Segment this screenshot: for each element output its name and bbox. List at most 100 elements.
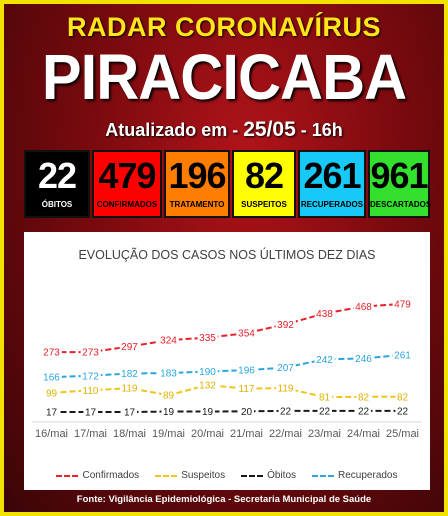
data-label: 297 <box>121 342 138 353</box>
data-label: 273 <box>82 348 99 359</box>
data-label: 17 <box>124 408 136 419</box>
top-title: RADAR CORONAVÍRUS <box>66 12 381 42</box>
data-label-bg <box>119 341 140 354</box>
data-label: 335 <box>199 333 216 344</box>
data-label-bg <box>44 407 59 420</box>
stat-obitos: 22 ÓBITOS <box>24 150 90 218</box>
stat-label: DESCARTADOS <box>370 200 432 209</box>
data-label-bg <box>395 405 410 418</box>
line-chart: 16/mai 17/mai 18/mai 19/mai 20/mai 21/mai 22/m… <box>32 298 422 440</box>
legend-swatch <box>312 474 335 477</box>
data-label: 119 <box>122 384 138 395</box>
data-label-bg <box>392 349 413 362</box>
legend-item-obitos: Óbitos <box>241 470 296 481</box>
legend-swatch <box>241 474 264 477</box>
data-label: 479 <box>394 299 411 310</box>
city-title: PIRACICABA <box>41 41 407 113</box>
data-label-bg <box>158 368 179 381</box>
x-tick-label: 17/mai <box>74 428 107 440</box>
source-footer: Fonte: Vigilância Epidemiológica - Secre… <box>76 494 372 505</box>
legend-item-recuperados: Recuperados <box>312 470 398 481</box>
legend-swatch <box>155 474 178 477</box>
x-tick-label: 21/mai <box>230 428 263 440</box>
data-label-bg <box>200 406 215 419</box>
data-label-bg <box>356 391 371 404</box>
data-label-bg <box>197 380 218 393</box>
data-label: 82 <box>397 392 409 403</box>
data-label-bg <box>275 362 296 375</box>
chart-title: EVOLUÇÃO DOS CASOS NOS ÚLTIMOS DEZ DIAS <box>78 248 376 262</box>
data-label-bg <box>158 335 179 348</box>
data-label-bg <box>41 347 62 360</box>
stat-value: 196 <box>168 155 226 196</box>
x-tick-label: 22/mai <box>269 428 302 440</box>
data-label-bg <box>161 406 176 419</box>
stat-value: 82 <box>244 155 284 196</box>
legend-item-confirmados: Confirmados <box>56 470 139 481</box>
data-label-bg <box>392 298 413 311</box>
data-label-bg <box>83 407 98 420</box>
updated-prefix: Atualizado em - <box>105 120 244 140</box>
data-label: 17 <box>46 408 58 419</box>
data-label: 354 <box>238 329 255 340</box>
series-line-2 <box>51 409 403 414</box>
x-tick-label: 16/mai <box>35 428 68 440</box>
stat-value: 961 <box>370 155 428 196</box>
legend-label: Recuperados <box>338 470 398 481</box>
data-label-bg <box>236 365 257 378</box>
data-label: 246 <box>355 354 372 365</box>
data-label: 82 <box>358 392 370 403</box>
data-label-bg <box>353 301 374 314</box>
series-line-0 <box>51 302 403 354</box>
stats-row: 22 ÓBITOS 479 CONFIRMADOS 196 TRATAMENTO… <box>24 150 432 218</box>
data-label-bg <box>317 392 332 405</box>
data-label-bg <box>314 308 335 321</box>
updated-date: 25/05 <box>243 118 296 141</box>
data-label-bg <box>120 383 140 396</box>
data-label: 183 <box>160 369 177 380</box>
x-tick-label: 24/mai <box>347 428 380 440</box>
data-label: 119 <box>278 384 294 395</box>
data-label: 117 <box>239 384 255 395</box>
data-label: 19 <box>163 407 175 418</box>
data-label-bg <box>80 347 101 360</box>
stat-confirmados: 479 CONFIRMADOS <box>92 150 162 218</box>
data-label: 261 <box>394 350 411 361</box>
stat-label: CONFIRMADOS <box>96 200 158 209</box>
data-label: 324 <box>160 336 177 347</box>
data-label-bg <box>239 406 254 419</box>
x-tick-label: 25/mai <box>386 428 419 440</box>
data-label-bg <box>395 391 410 404</box>
legend-label: Confirmados <box>82 470 140 481</box>
x-tick-label: 20/mai <box>191 428 224 440</box>
data-label: 468 <box>355 302 372 313</box>
stat-tratamento: 196 TRATAMENTO <box>164 150 230 218</box>
data-label: 89 <box>163 391 175 402</box>
data-label-bg <box>80 370 101 383</box>
data-label-bg <box>197 366 218 379</box>
data-label-bg <box>353 353 374 366</box>
data-label-bg <box>317 405 332 418</box>
data-label: 22 <box>280 406 292 417</box>
stat-suspeitos: 82 SUSPEITOS <box>232 150 296 218</box>
data-label-bg <box>81 385 101 398</box>
data-label: 207 <box>277 363 294 374</box>
data-label: 20 <box>241 407 253 418</box>
data-label: 172 <box>82 371 99 382</box>
stat-value: 261 <box>303 155 361 196</box>
series-line-1 <box>51 384 403 399</box>
x-tick-label: 23/mai <box>308 428 341 440</box>
data-label-bg <box>41 372 62 385</box>
data-label-bg <box>236 328 257 341</box>
data-label: 17 <box>85 408 97 419</box>
data-label: 273 <box>43 348 60 359</box>
data-label: 132 <box>199 381 216 392</box>
legend-label: Suspeitos <box>181 470 226 481</box>
data-label-bg <box>237 383 257 396</box>
data-label: 166 <box>43 373 60 384</box>
data-label: 19 <box>202 407 214 418</box>
legend-item-suspeitos: Suspeitos <box>155 470 225 481</box>
data-label: 392 <box>277 320 294 331</box>
x-tick-label: 18/mai <box>113 428 146 440</box>
